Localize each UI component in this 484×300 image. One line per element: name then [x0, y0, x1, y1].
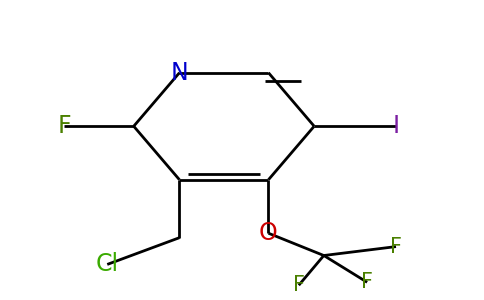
Text: O: O — [259, 221, 278, 245]
Text: Cl: Cl — [96, 252, 119, 276]
Text: F: F — [57, 114, 71, 138]
Text: I: I — [393, 114, 400, 138]
Text: N: N — [170, 61, 188, 85]
Text: F: F — [293, 275, 305, 295]
Text: F: F — [390, 237, 402, 256]
Text: F: F — [361, 272, 373, 292]
